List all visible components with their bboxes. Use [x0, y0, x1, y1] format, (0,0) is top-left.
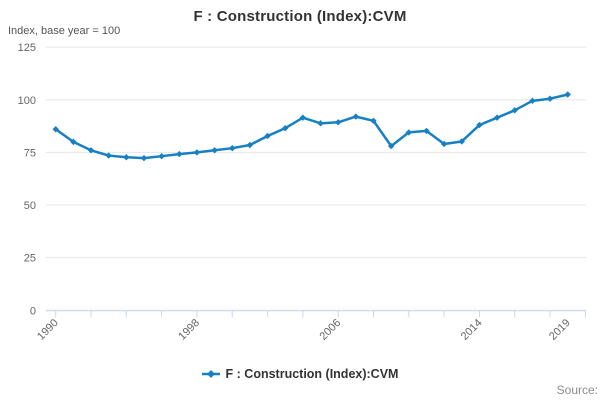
source-label: Source:	[556, 383, 598, 397]
data-point-marker[interactable]	[211, 147, 218, 154]
data-point-marker[interactable]	[476, 121, 483, 129]
y-axis-tick-label: 0	[30, 305, 36, 317]
data-point-marker[interactable]	[440, 140, 448, 148]
legend-item-construction[interactable]: F : Construction (Index):CVM	[0, 364, 600, 384]
x-axis-tick-label: 2019	[547, 317, 573, 343]
x-axis-tick-label: 2014	[459, 317, 485, 343]
data-point-marker[interactable]	[370, 117, 377, 125]
y-axis-tick-label: 50	[24, 200, 36, 212]
y-axis-tick-label: 125	[18, 42, 36, 54]
legend-line-marker-icon	[201, 370, 220, 378]
data-point-marker[interactable]	[493, 114, 501, 121]
x-axis-tick-label: 1990	[35, 317, 61, 343]
data-point-marker[interactable]	[123, 154, 130, 161]
x-axis-tick-label: 2006	[318, 317, 344, 343]
data-point-marker[interactable]	[405, 129, 412, 136]
data-point-marker[interactable]	[176, 150, 183, 158]
data-point-marker[interactable]	[564, 91, 571, 98]
data-point-marker[interactable]	[246, 141, 254, 149]
series-line-construction[interactable]	[54, 93, 568, 160]
chart-title: F : Construction (Index):CVM	[193, 8, 407, 25]
y-axis-tick-label: 100	[18, 95, 36, 107]
x-axis-tick-label: 1998	[176, 317, 202, 343]
data-point-marker[interactable]	[317, 120, 324, 127]
y-axis-title: Index, base year = 100	[8, 25, 121, 37]
data-point-marker[interactable]	[105, 152, 112, 159]
data-point-marker[interactable]	[352, 113, 360, 120]
data-point-marker[interactable]	[229, 144, 236, 152]
data-point-marker[interactable]	[299, 114, 307, 121]
data-point-marker[interactable]	[193, 149, 201, 156]
data-point-marker[interactable]	[70, 138, 77, 146]
y-axis-tick-label: 25	[24, 253, 36, 265]
data-point-marker[interactable]	[334, 119, 342, 126]
data-point-marker[interactable]	[387, 142, 395, 150]
data-point-marker[interactable]	[546, 95, 554, 102]
data-point-marker[interactable]	[140, 154, 148, 162]
data-point-marker[interactable]	[87, 147, 95, 154]
data-point-marker[interactable]	[52, 126, 59, 133]
legend-label: F : Construction (Index):CVM	[225, 367, 399, 381]
data-point-marker[interactable]	[264, 132, 271, 140]
data-point-marker[interactable]	[423, 127, 430, 135]
data-point-marker[interactable]	[282, 124, 289, 132]
data-point-marker[interactable]	[158, 152, 165, 160]
data-point-marker[interactable]	[529, 97, 536, 105]
data-point-marker[interactable]	[458, 138, 465, 145]
y-axis-tick-label: 75	[24, 147, 36, 159]
data-point-marker[interactable]	[511, 107, 518, 114]
line-chart-plot-area: 0 25 50 75 100 125 1990 1998 2006 2014 2019	[18, 42, 586, 343]
